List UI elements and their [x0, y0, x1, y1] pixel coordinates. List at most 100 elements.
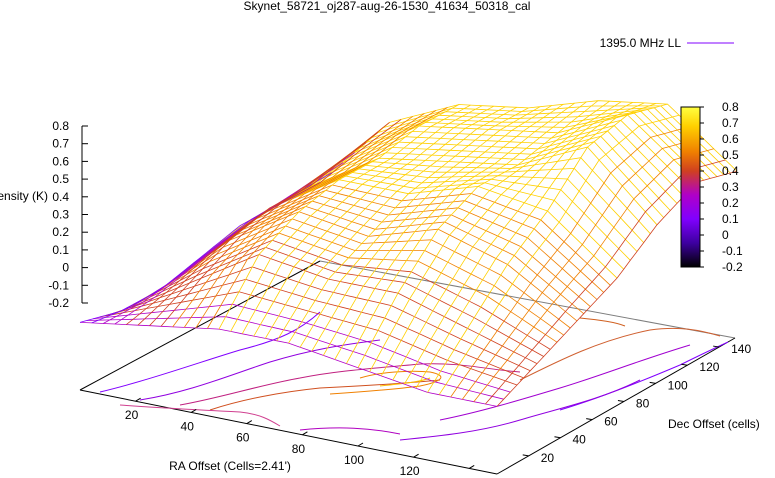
x-tick-mark — [357, 442, 364, 447]
x-tick-label: 20 — [125, 408, 139, 422]
z-tick-label: 0.5 — [52, 172, 69, 186]
x-axis-label: RA Offset (Cells=2.41') — [169, 459, 291, 473]
contour-2 — [139, 339, 381, 401]
surface-line — [159, 211, 578, 322]
colorbar-tick-label: 0.3 — [722, 180, 739, 194]
y-tick-label: 20 — [541, 451, 555, 465]
surface-line — [79, 322, 498, 407]
surface-line — [166, 205, 584, 315]
surface-line — [322, 103, 564, 356]
y-tick-mark — [586, 418, 593, 421]
legend: 1395.0 MHz LL — [600, 36, 734, 50]
surface-line — [334, 102, 576, 360]
colorbar-tick-label: 0.8 — [722, 100, 739, 114]
surface-line — [149, 122, 390, 326]
y-tick-label: 100 — [668, 378, 688, 392]
surface-line — [403, 102, 645, 385]
y-tick-mark — [713, 345, 720, 348]
surface-line — [172, 116, 413, 328]
x-tick-label: 100 — [344, 453, 364, 467]
x-tick-mark — [135, 397, 141, 402]
base-edge-back-left — [79, 260, 321, 391]
surface-line — [253, 105, 494, 337]
x-tick-label: 80 — [292, 442, 306, 456]
chart-title: Skynet_58721_oj287-aug-26-1530_41634_503… — [244, 0, 531, 13]
y-tick-label: 60 — [604, 415, 618, 429]
colorbar-tick-label: 0.5 — [722, 148, 739, 162]
contour-13 — [579, 317, 626, 327]
contour-3 — [179, 363, 521, 406]
z-tick-label: 0.2 — [52, 225, 69, 239]
y-tick-label: 80 — [636, 396, 650, 410]
x-axis-ticks: 20 40 60 80 100 120 140 — [125, 397, 476, 478]
z-tick-label: -0.1 — [48, 278, 69, 292]
contour-12 — [119, 404, 281, 427]
z-tick-label: -0.2 — [48, 296, 69, 310]
z-tick-label: 0 — [62, 261, 69, 275]
colorbar-tick-label: 0.4 — [722, 164, 739, 178]
surface-line — [218, 104, 460, 330]
surface-line — [450, 126, 691, 398]
contour-8 — [519, 327, 721, 381]
z-tick-label: 0.1 — [52, 243, 69, 257]
x-tick-mark — [246, 420, 253, 425]
z-tick-label: 0.6 — [52, 154, 69, 168]
contour-11 — [299, 427, 401, 435]
surface-line — [346, 101, 587, 364]
legend-label: 1395.0 MHz LL — [600, 36, 682, 50]
surface-line — [311, 105, 552, 352]
surface-line — [195, 110, 437, 329]
colorbar-tick-label: 0.1 — [722, 212, 739, 226]
surface-line — [461, 137, 703, 400]
wireframe-surface — [79, 100, 738, 407]
colorbar-tick-label: -0.2 — [722, 260, 743, 274]
surface-line — [438, 114, 680, 395]
z-tick-label: 0.3 — [52, 208, 69, 222]
colorbar-tick-label: 0.6 — [722, 132, 739, 146]
surface-line — [415, 103, 657, 389]
colorbar-tick-label: 0 — [722, 228, 729, 242]
y-tick-mark — [649, 381, 656, 384]
base-plane — [79, 260, 736, 475]
surface-line — [369, 100, 610, 372]
colorbar-tick-label: 0.7 — [722, 116, 739, 130]
contour-5 — [329, 370, 442, 395]
surface-line — [380, 101, 622, 377]
colorbar-gradient — [680, 106, 701, 268]
surface-line — [106, 278, 524, 379]
surface-line — [126, 142, 367, 325]
y-tick-label: 120 — [699, 360, 719, 374]
x-tick-mark — [468, 464, 475, 469]
surface-line — [276, 106, 518, 342]
z-tick-label: 0.8 — [52, 119, 69, 133]
y-tick-label: 40 — [572, 433, 586, 447]
surface-line — [146, 225, 564, 336]
surface-line — [299, 106, 541, 348]
contour-7 — [439, 344, 691, 421]
surface-line — [427, 103, 668, 393]
surface-line — [133, 239, 551, 350]
y-tick-label: 140 — [731, 342, 751, 356]
surface-line — [219, 168, 638, 252]
z-tick-label: 0.7 — [52, 137, 69, 151]
surface-line — [160, 119, 402, 327]
y-axis-label: Dec Offset (cells) — [668, 417, 760, 431]
surface-line — [179, 195, 598, 300]
z-axis: 0.8 0.7 0.6 0.5 0.4 0.3 0.2 0.1 0 -0.1 -0.2 — [48, 119, 88, 310]
surface-line — [264, 106, 506, 339]
base-edge-right — [496, 337, 736, 475]
colorbar-tick-label: -0.1 — [722, 244, 743, 258]
y-axis-ticks: 20 40 60 80 100 120 140 — [522, 342, 751, 465]
surface-line — [241, 105, 483, 334]
surface-line — [79, 182, 321, 323]
x-tick-mark — [413, 453, 419, 458]
x-tick-mark — [302, 431, 308, 436]
surface-line — [207, 107, 448, 329]
x-tick-label: 60 — [236, 431, 250, 445]
surface-line — [183, 113, 425, 328]
surface-line — [288, 107, 529, 344]
y-tick-mark — [554, 436, 561, 439]
z-tick-label: 0.4 — [52, 190, 69, 204]
surface-line — [199, 179, 618, 279]
